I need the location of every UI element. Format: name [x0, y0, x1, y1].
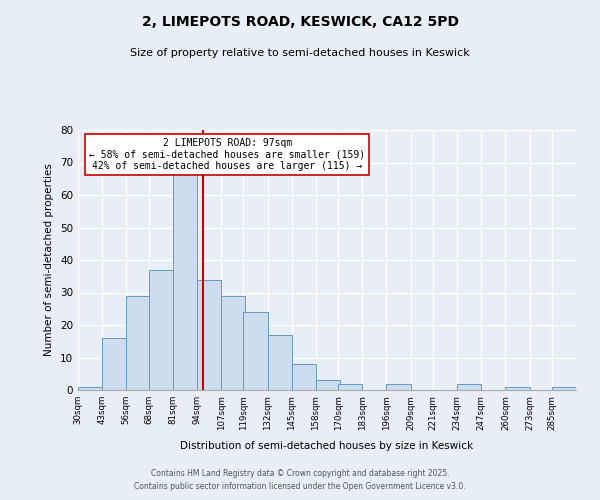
Text: 2 LIMEPOTS ROAD: 97sqm
← 58% of semi-detached houses are smaller (159)
42% of se: 2 LIMEPOTS ROAD: 97sqm ← 58% of semi-det…: [89, 138, 365, 171]
Bar: [173, 172, 197, 390]
Bar: [127, 296, 151, 390]
Bar: [268, 335, 292, 390]
Bar: [244, 312, 268, 390]
Bar: [316, 380, 340, 390]
X-axis label: Distribution of semi-detached houses by size in Keswick: Distribution of semi-detached houses by …: [181, 441, 473, 451]
Bar: [221, 296, 245, 390]
Bar: [505, 387, 530, 390]
Bar: [386, 384, 410, 390]
Bar: [457, 384, 481, 390]
Bar: [102, 338, 127, 390]
Bar: [292, 364, 316, 390]
Bar: [78, 387, 102, 390]
Y-axis label: Number of semi-detached properties: Number of semi-detached properties: [44, 164, 55, 356]
Bar: [149, 270, 173, 390]
Bar: [552, 387, 576, 390]
Text: 2, LIMEPOTS ROAD, KESWICK, CA12 5PD: 2, LIMEPOTS ROAD, KESWICK, CA12 5PD: [142, 15, 458, 29]
Text: Contains HM Land Registry data © Crown copyright and database right 2025.: Contains HM Land Registry data © Crown c…: [151, 468, 449, 477]
Text: Size of property relative to semi-detached houses in Keswick: Size of property relative to semi-detach…: [130, 48, 470, 58]
Bar: [338, 384, 362, 390]
Text: Contains public sector information licensed under the Open Government Licence v3: Contains public sector information licen…: [134, 482, 466, 491]
Bar: [197, 280, 221, 390]
